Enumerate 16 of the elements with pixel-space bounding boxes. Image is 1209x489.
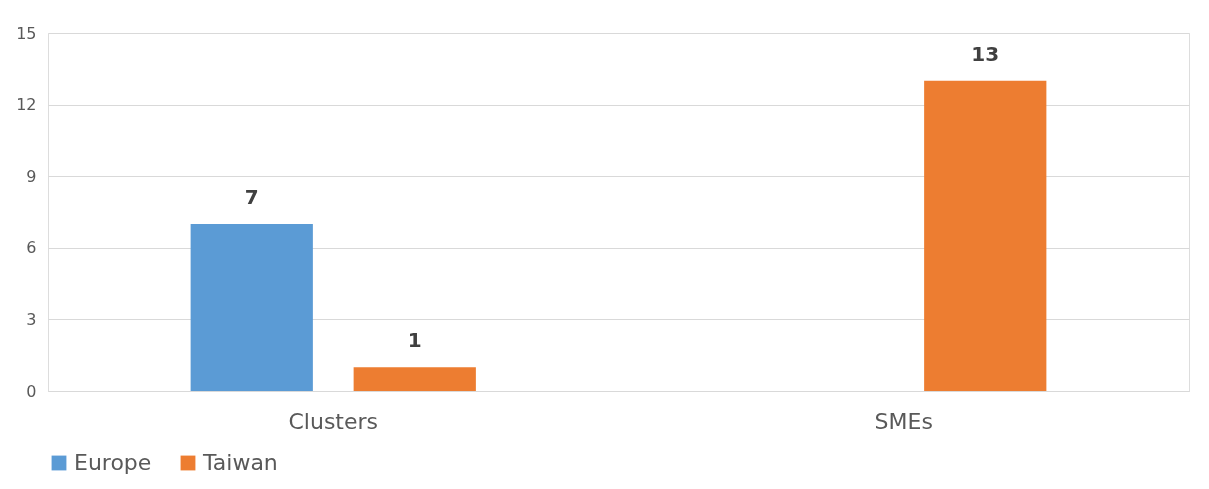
data-label: 13 xyxy=(971,41,1000,66)
legend-label: Taiwan xyxy=(202,450,278,475)
x-tick-label: SMEs xyxy=(874,408,933,434)
data-label: 7 xyxy=(244,184,259,209)
bar xyxy=(353,367,476,391)
y-tick-label: 0 xyxy=(26,381,37,401)
x-tick-label: Clusters xyxy=(288,408,379,434)
y-tick-label: 3 xyxy=(26,309,37,329)
y-tick-label: 15 xyxy=(16,23,37,43)
y-tick-label: 6 xyxy=(26,238,37,258)
legend-label: Europe xyxy=(74,450,152,475)
data-label: 1 xyxy=(407,328,422,353)
bar xyxy=(924,80,1047,391)
y-tick-label: 12 xyxy=(16,95,37,115)
y-tick-label: 9 xyxy=(26,166,37,186)
bar xyxy=(190,223,313,391)
